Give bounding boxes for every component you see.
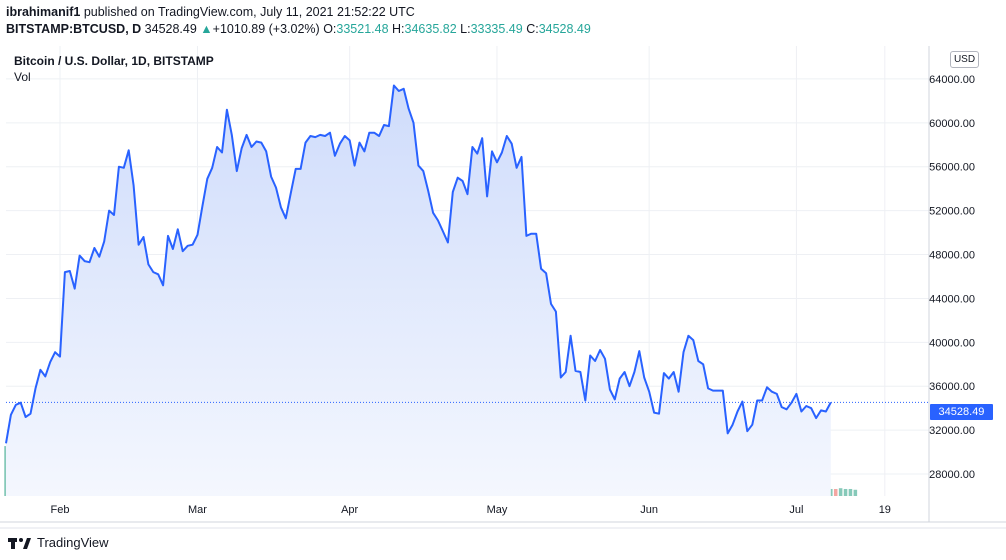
low-label: L: bbox=[460, 22, 471, 36]
y-tick-label: 48000.00 bbox=[929, 250, 975, 262]
y-tick-label: 32000.00 bbox=[929, 425, 975, 437]
footer-brand[interactable]: TradingView bbox=[8, 535, 109, 550]
x-tick-label: 19 bbox=[879, 504, 891, 516]
volume-bar bbox=[853, 489, 858, 496]
volume-bar bbox=[829, 488, 833, 496]
last-price-tag: 34528.49 bbox=[930, 404, 993, 420]
y-tick-label: 56000.00 bbox=[929, 162, 975, 174]
x-tick-label: Jul bbox=[789, 504, 803, 516]
high-label: H: bbox=[392, 22, 405, 36]
footer-brand-text: TradingView bbox=[37, 535, 109, 550]
x-tick-label: Apr bbox=[341, 504, 358, 516]
volume-bar bbox=[838, 488, 843, 496]
volume-bar bbox=[833, 488, 838, 496]
y-tick-label: 60000.00 bbox=[929, 118, 975, 130]
axes: 64000.00 60000.00 56000.00 52000.00 48000.00… bbox=[0, 46, 1006, 529]
open-value: 33521.48 bbox=[336, 22, 389, 36]
price-line bbox=[5, 84, 832, 444]
price-area bbox=[5, 84, 929, 496]
tradingview-logo-icon bbox=[8, 537, 31, 549]
close-label: C: bbox=[526, 22, 539, 36]
volume-label: Vol bbox=[14, 70, 31, 84]
change-arrow-icon: ▲ bbox=[200, 22, 213, 36]
last-price: 34528.49 bbox=[144, 22, 197, 36]
publish-info: ibrahimanif1 published on TradingView.co… bbox=[6, 5, 415, 19]
x-tick-label: Jun bbox=[640, 504, 658, 516]
x-tick-label: Mar bbox=[188, 504, 207, 516]
y-tick-label: 36000.00 bbox=[929, 381, 975, 393]
change-value: +1010.89 (+3.02%) bbox=[212, 22, 320, 36]
y-tick-label: 44000.00 bbox=[929, 293, 975, 305]
y-tick-label: 52000.00 bbox=[929, 206, 975, 218]
x-tick-label: May bbox=[487, 504, 508, 516]
volume-bar bbox=[848, 488, 853, 496]
symbol-label: BITSTAMP:BTCUSD, D bbox=[6, 22, 142, 36]
ohlc-header: BITSTAMP:BTCUSD, D 34528.49 ▲+1010.89 (+… bbox=[6, 22, 591, 36]
chart-title: Bitcoin / U.S. Dollar, 1D, BITSTAMP bbox=[14, 54, 214, 68]
close-value: 34528.49 bbox=[538, 22, 591, 36]
published-text: published on TradingView.com, July 11, 2… bbox=[83, 5, 415, 19]
price-area-fill bbox=[6, 85, 831, 496]
y-tick-label: 28000.00 bbox=[929, 469, 975, 481]
open-label: O: bbox=[323, 22, 337, 36]
low-value: 33335.49 bbox=[470, 22, 523, 36]
currency-button[interactable]: USD bbox=[950, 51, 979, 68]
x-tick-label: Feb bbox=[51, 504, 70, 516]
author-name[interactable]: ibrahimanif1 bbox=[6, 5, 81, 19]
y-tick-label: 64000.00 bbox=[929, 74, 975, 86]
high-value: 34635.82 bbox=[404, 22, 457, 36]
y-tick-label: 40000.00 bbox=[929, 337, 975, 349]
volume-bar bbox=[843, 488, 848, 496]
